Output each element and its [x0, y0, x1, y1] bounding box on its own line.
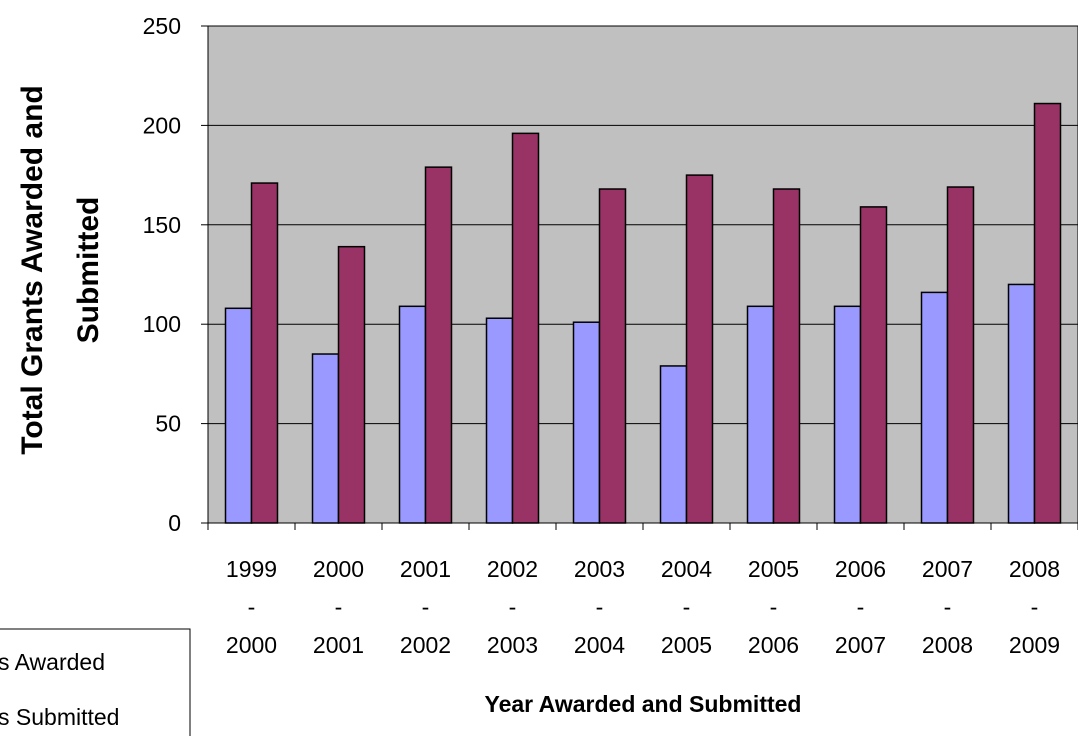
legend-entry-submitted: s Submitted: [0, 704, 119, 730]
x-tick-label-bottom: 2005: [661, 632, 712, 658]
x-tick-label-bottom: 2009: [1009, 632, 1060, 658]
x-tick-label-bottom: 2007: [835, 632, 886, 658]
legend-entry-awarded: s Awarded: [0, 649, 105, 675]
y-tick-label: 100: [143, 311, 181, 337]
x-tick-label-bottom: 2006: [748, 632, 799, 658]
y-axis-title-line1: Total Grants Awarded and: [16, 85, 49, 455]
bar-submitted: [337, 245, 366, 524]
bar-submitted: [1033, 102, 1062, 524]
x-axis-title: Year Awarded and Submitted: [485, 691, 802, 717]
y-tick-label: 200: [143, 112, 181, 138]
bar-submitted: [685, 174, 714, 524]
x-tick-label-top: 2000: [313, 556, 364, 582]
y-tick-labels: 0 50 100 150 200 250: [143, 13, 181, 536]
x-tick-label-mid: -: [683, 594, 691, 620]
x-tick-label-bottom: 2004: [574, 632, 625, 658]
bar-submitted: [859, 206, 888, 524]
x-tick-label-mid: -: [335, 594, 343, 620]
legend: s Awarded s Submitted: [0, 628, 191, 736]
x-tick-label-top: 2001: [400, 556, 451, 582]
y-tick-label: 250: [143, 13, 181, 39]
x-tick-label-top: 2006: [835, 556, 886, 582]
bar-awarded: [920, 291, 949, 524]
x-tick-label-top: 2005: [748, 556, 799, 582]
x-tick-label-mid: -: [1031, 594, 1039, 620]
bar-awarded: [311, 353, 340, 524]
x-tick-label-mid: -: [770, 594, 778, 620]
bar-awarded: [833, 305, 862, 524]
bar-submitted: [424, 166, 453, 524]
bar-submitted: [946, 186, 975, 524]
x-tick-label-bottom: 2003: [487, 632, 538, 658]
bar-submitted: [250, 182, 279, 524]
bars: [224, 102, 1062, 524]
x-tick-label-bottom: 2002: [400, 632, 451, 658]
x-tick-label-top: 1999: [226, 556, 277, 582]
bar-submitted: [772, 188, 801, 524]
x-tick-label-top: 2002: [487, 556, 538, 582]
x-tick-label-top: 2003: [574, 556, 625, 582]
x-tick-label-bottom: 2008: [922, 632, 973, 658]
axes: [201, 25, 1078, 530]
y-tick-label: 50: [155, 411, 181, 437]
bar-submitted: [511, 132, 540, 524]
x-tick-label-mid: -: [857, 594, 865, 620]
x-tick-label-top: 2004: [661, 556, 712, 582]
x-tick-label-mid: -: [248, 594, 256, 620]
y-tick-label: 150: [143, 212, 181, 238]
x-tick-label-mid: -: [596, 594, 604, 620]
x-tick-label-mid: -: [509, 594, 517, 620]
x-tick-label-bottom: 2000: [226, 632, 277, 658]
bar-awarded: [485, 317, 514, 524]
y-axis-title-line2: Submitted: [72, 197, 105, 344]
x-tick-label-top: 2007: [922, 556, 973, 582]
x-tick-label-bottom: 2001: [313, 632, 364, 658]
bar-awarded: [659, 365, 688, 524]
legend-box: [0, 628, 191, 736]
bar-awarded: [398, 305, 427, 524]
bar-awarded: [572, 321, 601, 524]
bar-awarded: [746, 305, 775, 524]
x-tick-label-mid: -: [422, 594, 430, 620]
x-tick-label-top: 2008: [1009, 556, 1060, 582]
x-tick-label-mid: -: [944, 594, 952, 620]
y-tick-label: 0: [168, 510, 181, 536]
x-tick-labels: 1999 - 2000 2000 - 2001 2001 - 2002 2002 - 2003 2003…: [226, 556, 1060, 658]
bar-submitted: [598, 188, 627, 524]
bar-awarded: [224, 307, 253, 524]
bar-awarded: [1007, 283, 1036, 524]
